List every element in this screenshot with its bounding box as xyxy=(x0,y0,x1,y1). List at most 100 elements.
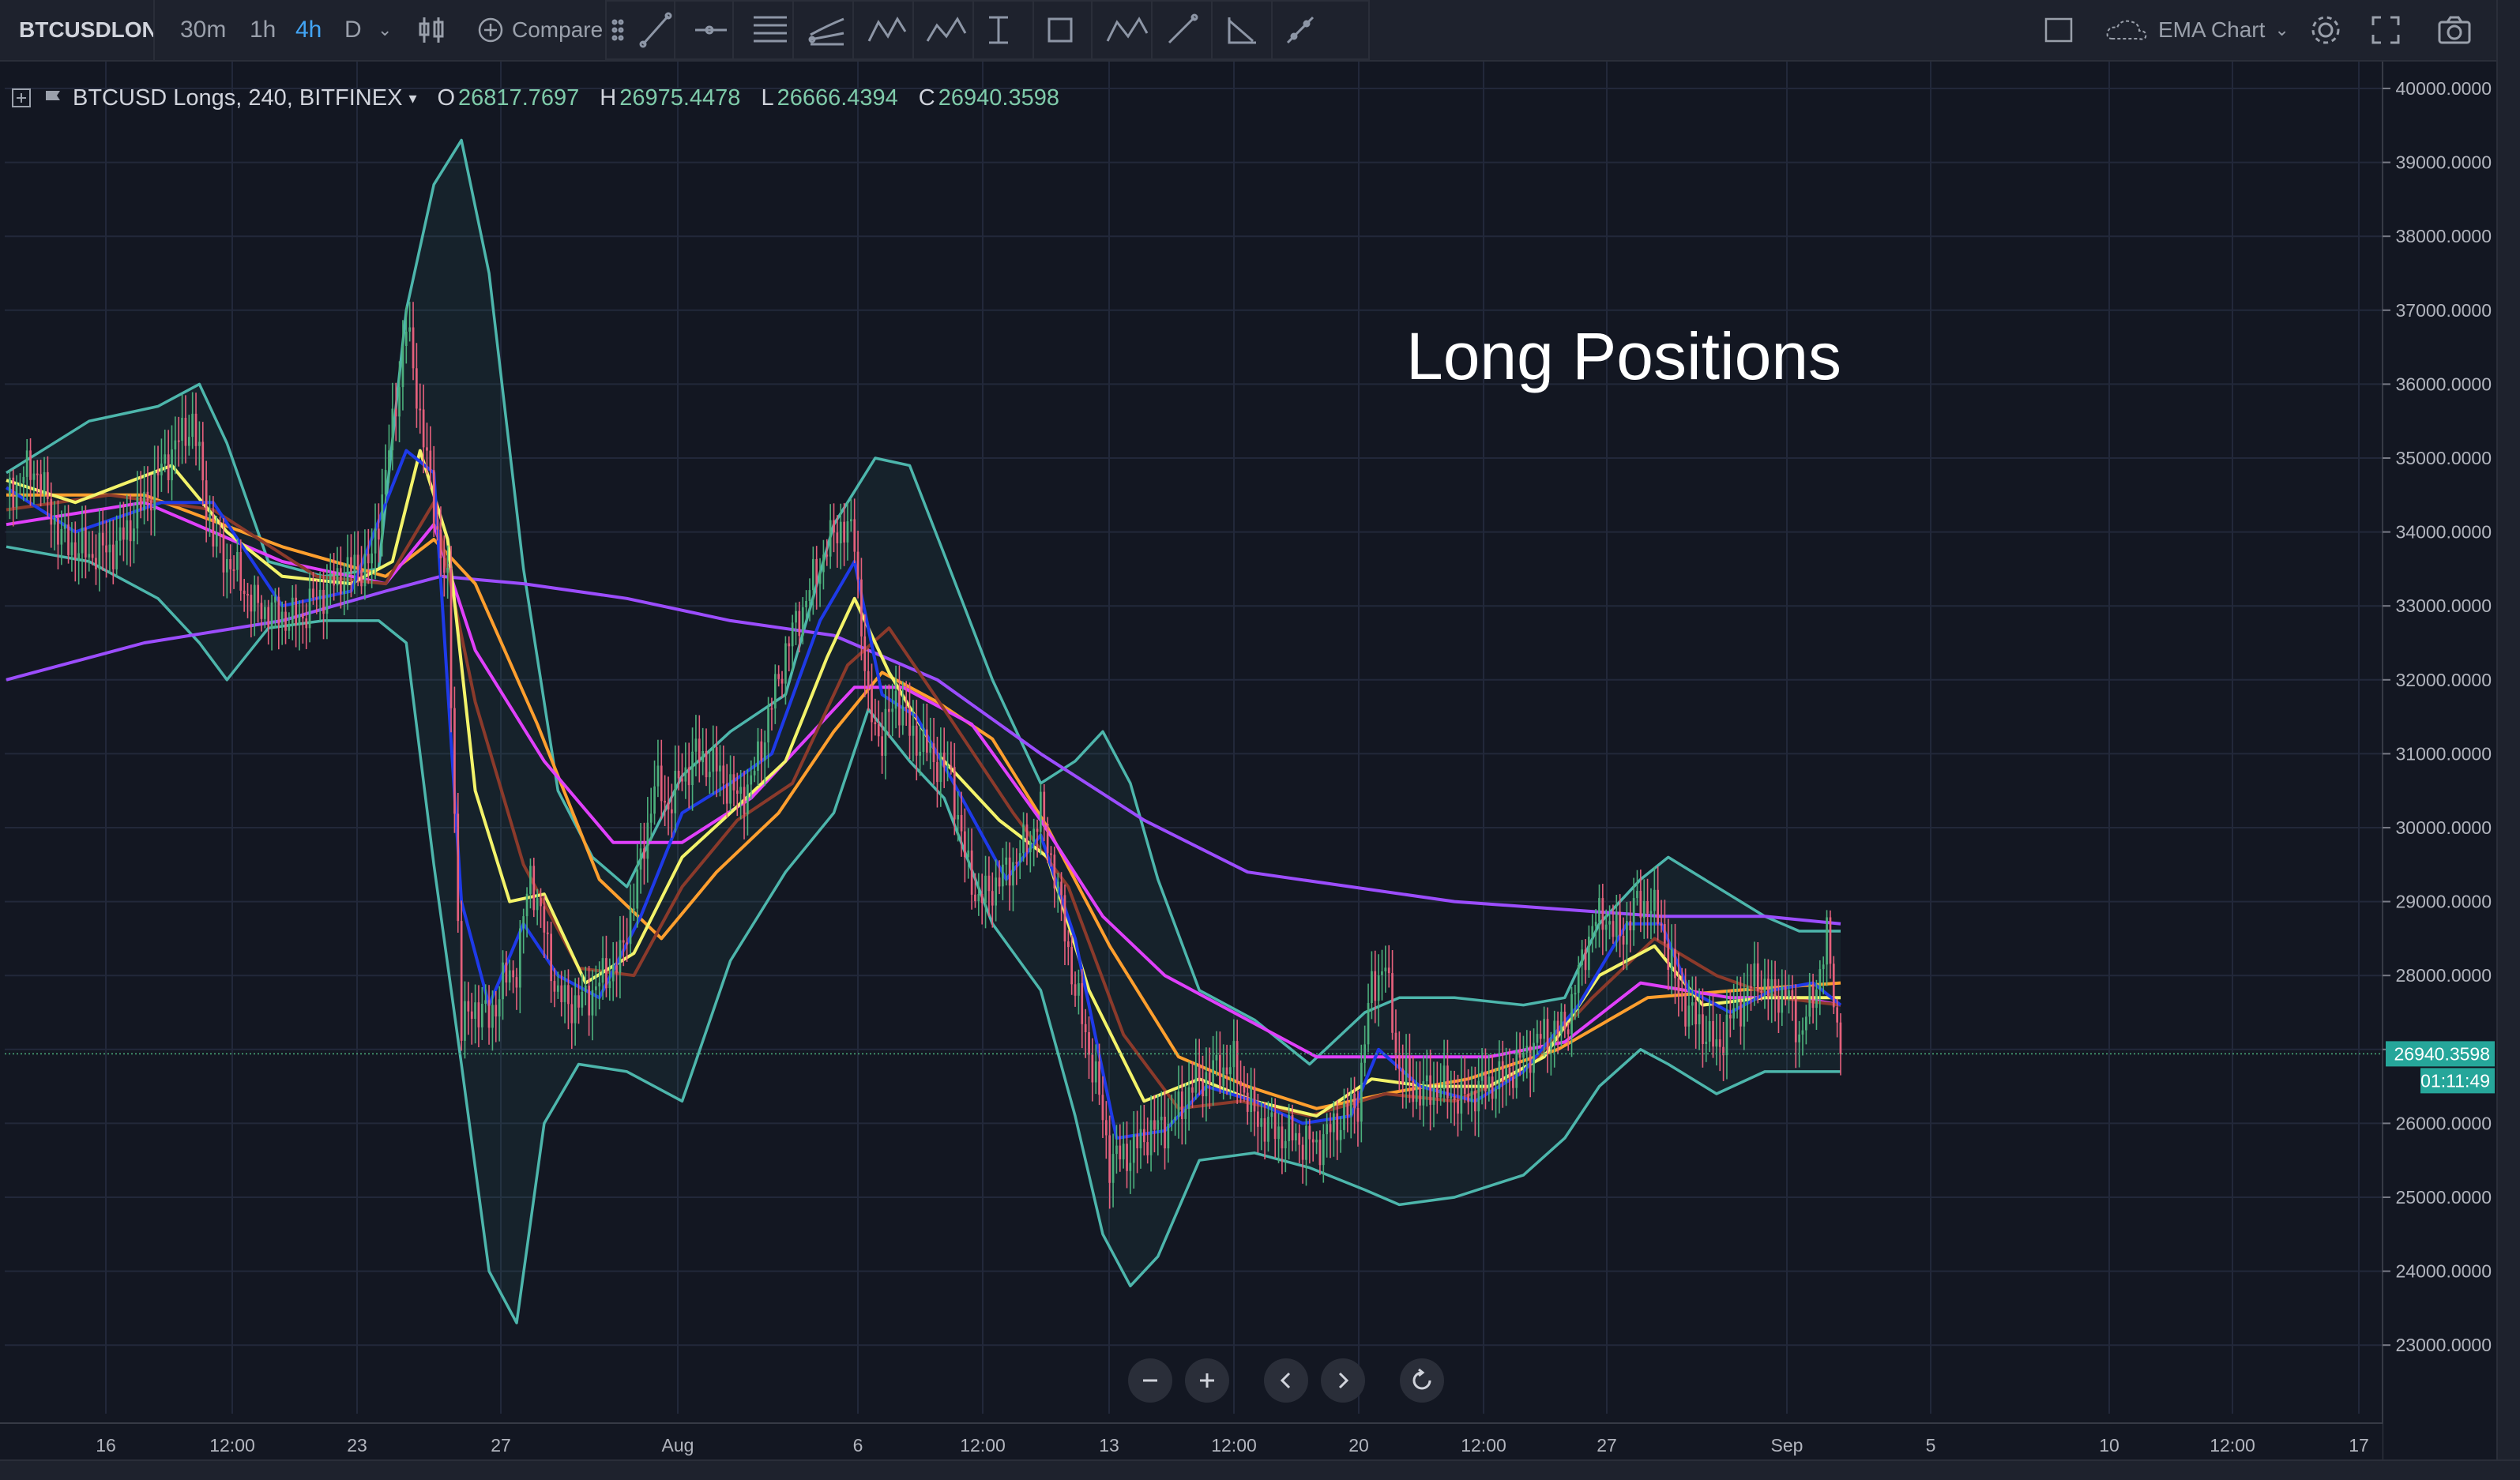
snapshot-button[interactable] xyxy=(2436,0,2473,60)
price-axis[interactable]: 40000.0000 39000.0000 38000.0000 37000.0000… xyxy=(2382,62,2496,1459)
candle-body xyxy=(43,471,46,494)
reset-chart-button[interactable] xyxy=(1400,1358,1444,1403)
candle-body xyxy=(449,568,453,708)
candle-body xyxy=(1608,921,1611,925)
candle-body xyxy=(1381,971,1383,975)
candle-body xyxy=(1029,841,1032,853)
time-tick-label: 17 xyxy=(2349,1435,2369,1456)
candle-body xyxy=(487,1000,491,1028)
candle-body xyxy=(481,1004,483,1027)
chart-title-annotation[interactable]: Long Positions xyxy=(1406,319,1841,393)
candle-body xyxy=(877,724,880,737)
candle-body xyxy=(1636,891,1638,899)
timeframe-30m[interactable]: 30m xyxy=(180,17,227,43)
candle-body xyxy=(384,470,387,495)
candle-body xyxy=(936,762,938,783)
time-axis[interactable]: 16 12:00 23 27 Aug 6 12:00 13 12:00 20 12:00 27 Sep 5… xyxy=(0,1422,2383,1459)
candle-body xyxy=(1698,1014,1701,1024)
timeframe-d[interactable]: D xyxy=(344,17,362,43)
series-legend: BTCUSD Longs, 240, BITFINEX ▾ O 26817.769… xyxy=(11,82,1059,114)
timeframe-1h[interactable]: 1h xyxy=(250,17,276,43)
candle-body xyxy=(1660,923,1663,926)
candle-body xyxy=(302,614,304,619)
candle-body xyxy=(1305,1125,1307,1160)
candle-body xyxy=(1394,1032,1397,1055)
rectangle-icon[interactable] xyxy=(1047,17,1073,43)
candle-body xyxy=(732,774,735,791)
candle-body xyxy=(881,736,883,756)
candle-body xyxy=(1081,983,1084,1024)
candle-body xyxy=(750,775,753,785)
candle-body xyxy=(1170,1120,1173,1124)
candle-body xyxy=(288,624,291,631)
candle-body xyxy=(77,553,80,559)
candle-body xyxy=(1012,862,1014,886)
candle-body xyxy=(232,569,235,571)
pitchfork-icon[interactable] xyxy=(808,17,844,46)
abcd-pattern-icon[interactable] xyxy=(926,17,967,42)
legend-title[interactable]: BTCUSD Longs, 240, BITFINEX xyxy=(73,85,403,111)
candle-body xyxy=(60,528,63,545)
candle-body xyxy=(1191,1087,1194,1093)
candle-body xyxy=(47,471,49,499)
candle-body xyxy=(715,747,718,772)
symbol-search[interactable]: BTCUSDLON xyxy=(0,0,155,60)
flag-icon[interactable] xyxy=(39,88,66,108)
parallel-channel-icon[interactable] xyxy=(754,16,787,43)
scroll-right-button[interactable] xyxy=(1321,1358,1365,1403)
bar-style-icon[interactable] xyxy=(408,6,457,54)
candle-body xyxy=(1036,828,1039,832)
candle-body xyxy=(932,743,935,762)
reset-icon xyxy=(1412,1368,1431,1390)
scroll-left-button[interactable] xyxy=(1264,1358,1308,1403)
abc-pattern-icon[interactable] xyxy=(1106,17,1149,42)
time-tick-label: 6 xyxy=(853,1435,863,1456)
candle-body xyxy=(1215,1054,1218,1061)
candle-body xyxy=(1219,1054,1221,1086)
chart-name-dropdown[interactable]: EMA Chart ⌄ xyxy=(2104,0,2289,60)
candle-body xyxy=(1419,1086,1421,1106)
compare-button[interactable]: Compare xyxy=(477,0,603,60)
open-label: O xyxy=(437,85,456,111)
chart-area[interactable]: 40000.0000 39000.0000 38000.0000 37000.0000… xyxy=(0,62,2496,1459)
date-range-icon[interactable] xyxy=(989,16,1008,44)
angle-icon[interactable] xyxy=(1228,17,1256,44)
legend-dropdown-icon[interactable]: ▾ xyxy=(408,89,417,107)
layout-button[interactable] xyxy=(2043,0,2074,60)
drawing-toolbar xyxy=(605,0,1370,60)
candle-body xyxy=(1281,1126,1284,1149)
cloud-icon xyxy=(2106,20,2147,40)
arrow-line-icon[interactable] xyxy=(1168,13,1198,44)
cross-line-icon[interactable] xyxy=(1286,16,1315,44)
candle-body xyxy=(577,995,580,1008)
price-tick-label: 37000.0000 xyxy=(2395,300,2492,321)
close-label: C xyxy=(918,85,935,111)
zoom-out-button[interactable] xyxy=(1128,1358,1172,1403)
horizontal-ray-icon[interactable] xyxy=(695,25,727,35)
candle-body xyxy=(777,674,780,679)
candle-body xyxy=(1208,1072,1211,1084)
candle-body xyxy=(1477,1080,1480,1112)
candle-body xyxy=(146,491,149,501)
time-tick-label: 12:00 xyxy=(960,1435,1006,1456)
candle-body xyxy=(343,584,346,595)
candle-body xyxy=(73,542,77,559)
candle-body xyxy=(1246,1092,1249,1112)
drag-handle-icon[interactable] xyxy=(611,19,624,41)
xabcd-pattern-icon[interactable] xyxy=(867,17,907,42)
trend-line-icon[interactable] xyxy=(639,12,672,48)
settings-button[interactable] xyxy=(2308,0,2343,60)
candle-body xyxy=(1349,1093,1352,1116)
candle-body xyxy=(795,610,797,623)
time-tick-label: 27 xyxy=(491,1435,511,1456)
zoom-in-button[interactable] xyxy=(1185,1358,1229,1403)
expand-icon[interactable] xyxy=(11,88,32,108)
candle-body xyxy=(1543,1019,1545,1039)
fullscreen-button[interactable] xyxy=(2370,0,2402,60)
candle-body xyxy=(763,742,766,761)
candle-body xyxy=(815,558,818,584)
candle-body xyxy=(1070,947,1073,985)
candle-body xyxy=(194,413,197,446)
timeframe-4h[interactable]: 4h xyxy=(295,17,322,43)
timeframe-dropdown-icon[interactable]: ⌄ xyxy=(378,20,393,39)
